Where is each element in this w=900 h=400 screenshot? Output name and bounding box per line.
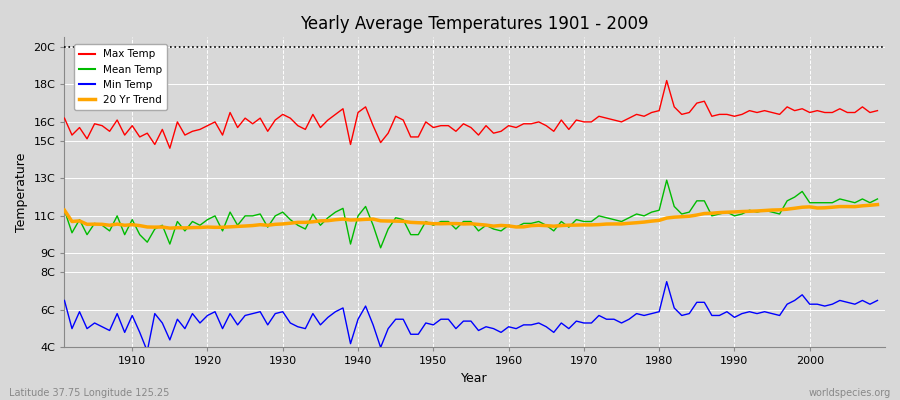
Text: Latitude 37.75 Longitude 125.25: Latitude 37.75 Longitude 125.25: [9, 388, 169, 398]
Legend: Max Temp, Mean Temp, Min Temp, 20 Yr Trend: Max Temp, Mean Temp, Min Temp, 20 Yr Tre…: [74, 44, 167, 110]
Title: Yearly Average Temperatures 1901 - 2009: Yearly Average Temperatures 1901 - 2009: [301, 15, 649, 33]
Y-axis label: Temperature: Temperature: [15, 153, 28, 232]
X-axis label: Year: Year: [462, 372, 488, 385]
Text: worldspecies.org: worldspecies.org: [809, 388, 891, 398]
